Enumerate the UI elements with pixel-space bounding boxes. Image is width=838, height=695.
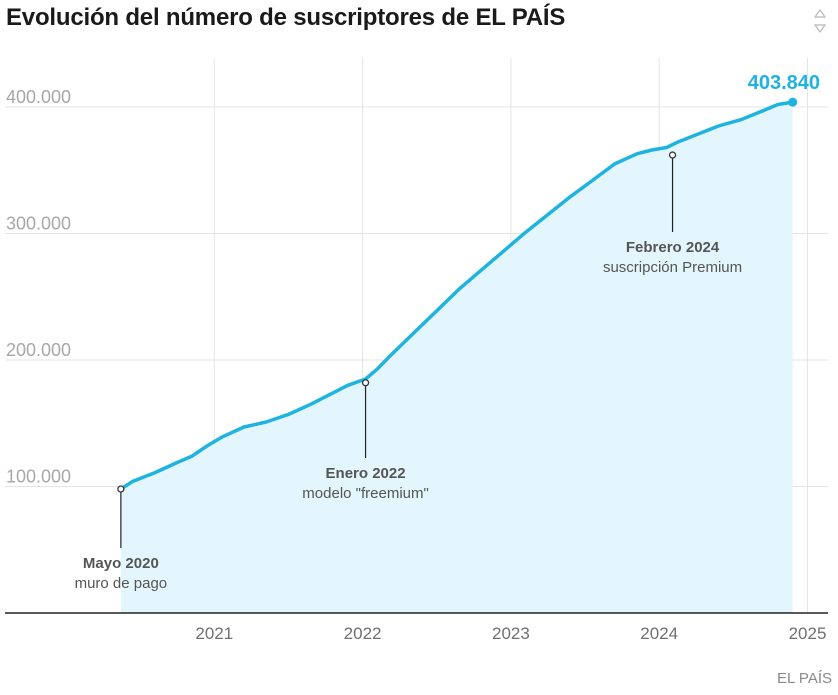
x-tick-label-2022: 2022 (344, 624, 382, 643)
annotation-point-0 (117, 485, 125, 493)
last-value-label: 403.840 (748, 72, 820, 94)
annotation-leaders (120, 155, 674, 548)
chart-title: Evolución del número de suscriptores de … (6, 4, 566, 31)
annotation-title-0: Mayo 2020 (83, 555, 159, 572)
data-points (117, 97, 798, 493)
area-fill (120, 102, 793, 613)
annotation-title-2: Febrero 2024 (626, 239, 720, 256)
x-tick-label-2025: 2025 (789, 624, 827, 643)
annotation-subtitle-2: suscripción Premium (603, 259, 742, 276)
sort-arrows-icon[interactable] (812, 8, 828, 34)
x-tick-label-2023: 2023 (492, 624, 530, 643)
source-credit: EL PAÍS (776, 670, 832, 687)
annotation-point-1 (361, 379, 370, 387)
y-tick-label-200000: 200.000 (6, 340, 71, 360)
x-tick-labels: 2021 2022 2023 2024 2025 (195, 624, 826, 643)
x-tick-label-2024: 2024 (640, 624, 678, 643)
y-tick-label-400000: 400.000 (6, 87, 71, 107)
y-tick-label-100000: 100.000 (6, 467, 71, 487)
y-tick-label-300000: 300.000 (6, 214, 71, 234)
x-tick-label-2021: 2021 (195, 624, 233, 643)
annotation-subtitle-0: muro de pago (75, 575, 168, 592)
last-point (788, 97, 798, 107)
annotation-title-1: Enero 2022 (326, 465, 406, 482)
annotation-subtitle-1: modelo "freemium" (302, 485, 429, 502)
y-tick-labels: 100.000 200.000 300.000 400.000 (6, 87, 71, 487)
series-line (119, 100, 795, 491)
annotation-labels: Mayo 2020 muro de pago Enero 2022 modelo "f… (75, 239, 743, 592)
annotation-point-2 (668, 151, 677, 159)
